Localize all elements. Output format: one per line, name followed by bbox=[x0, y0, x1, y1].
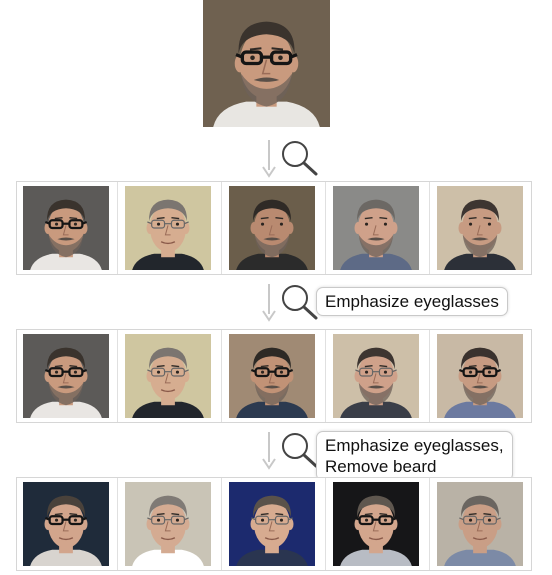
query-face-image bbox=[203, 0, 330, 127]
cell-divider bbox=[325, 330, 326, 422]
magnifier-icon bbox=[280, 283, 320, 323]
prompt-line: Remove beard bbox=[325, 456, 504, 477]
result-face-image bbox=[229, 334, 315, 418]
down-arrow-icon bbox=[262, 284, 276, 322]
cell-divider bbox=[429, 182, 430, 274]
cell-divider bbox=[325, 478, 326, 570]
result-face-image bbox=[125, 186, 211, 270]
result-face-image bbox=[333, 334, 419, 418]
result-face-image bbox=[333, 186, 419, 270]
down-arrow-icon bbox=[262, 140, 276, 178]
cell-divider bbox=[429, 330, 430, 422]
cell-divider bbox=[221, 182, 222, 274]
prompt-bubble-emphasize-eyeglasses-remove-beard: Emphasize eyeglasses, Remove beard bbox=[316, 431, 513, 481]
result-row-1 bbox=[16, 181, 532, 275]
cell-divider bbox=[221, 478, 222, 570]
cell-divider bbox=[429, 478, 430, 570]
result-face-image bbox=[125, 482, 211, 566]
prompt-line: Emphasize eyeglasses bbox=[325, 291, 499, 312]
result-row-3 bbox=[16, 477, 532, 571]
result-face-image bbox=[23, 482, 109, 566]
cell-divider bbox=[221, 330, 222, 422]
cell-divider bbox=[117, 330, 118, 422]
cell-divider bbox=[325, 182, 326, 274]
magnifier-icon bbox=[280, 139, 320, 179]
result-face-image bbox=[437, 186, 523, 270]
result-face-image bbox=[229, 482, 315, 566]
prompt-bubble-emphasize-eyeglasses: Emphasize eyeglasses bbox=[316, 287, 508, 316]
cell-divider bbox=[117, 182, 118, 274]
result-face-image bbox=[437, 334, 523, 418]
cell-divider bbox=[117, 478, 118, 570]
result-row-2 bbox=[16, 329, 532, 423]
result-face-image bbox=[23, 186, 109, 270]
prompt-line: Emphasize eyeglasses, bbox=[325, 435, 504, 456]
result-face-image bbox=[125, 334, 211, 418]
result-face-image bbox=[437, 482, 523, 566]
down-arrow-icon bbox=[262, 432, 276, 470]
magnifier-icon bbox=[280, 431, 320, 471]
result-face-image bbox=[333, 482, 419, 566]
result-face-image bbox=[23, 334, 109, 418]
result-face-image bbox=[229, 186, 315, 270]
